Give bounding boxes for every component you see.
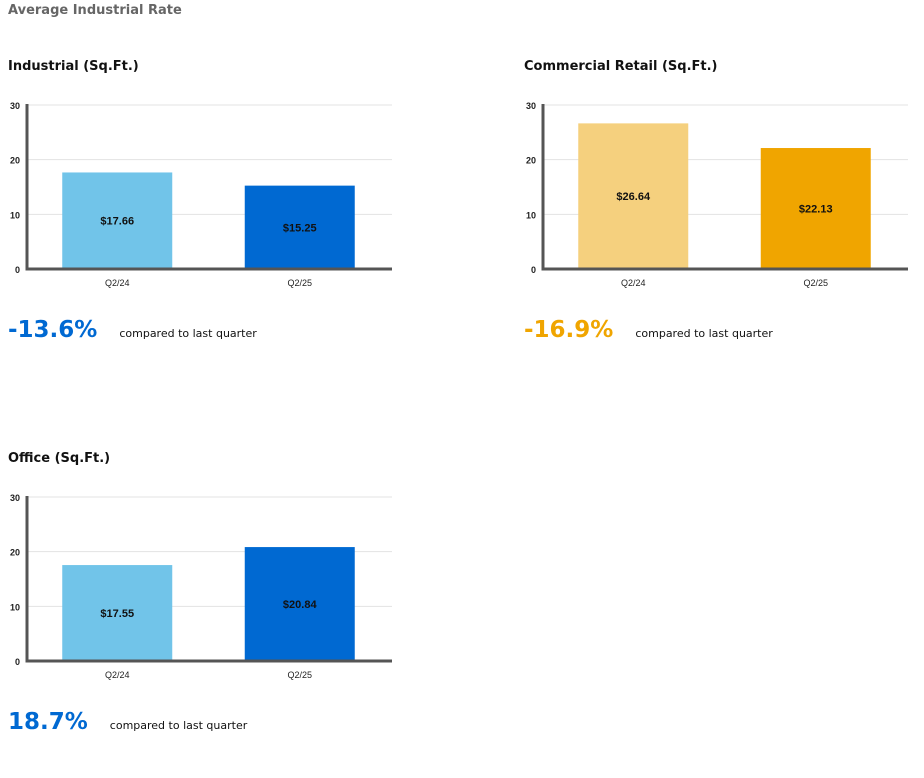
chart-title: Industrial (Sq.Ft.) — [8, 59, 139, 74]
change-summary: -13.6% compared to last quarter — [8, 317, 257, 343]
change-label: compared to last quarter — [119, 327, 257, 340]
x-tick-label: Q2/25 — [287, 278, 312, 288]
page-title: Average Industrial Rate — [8, 3, 182, 18]
data-label: $26.64 — [616, 191, 651, 203]
bar — [760, 148, 871, 269]
bar-chart: 0 10 20 30 $26.64 Q2/24 $22.13 Q2/25 — [526, 101, 908, 288]
y-tick-label: 20 — [10, 156, 20, 166]
change-label: compared to last quarter — [109, 719, 248, 732]
x-tick-label: Q2/25 — [287, 670, 312, 680]
y-tick-label: 0 — [15, 265, 20, 275]
bar-chart: 0 10 20 30 $17.66 Q2/24 $15.25 Q2/25 — [10, 101, 392, 288]
office-chart-panel: Office (Sq.Ft.) 0 10 20 30 $17.55 Q2/24 $20.84… — [0, 447, 400, 777]
y-tick-label: 10 — [10, 602, 20, 612]
y-tick-label: 0 — [15, 657, 20, 667]
change-summary: -16.9% compared to last quarter — [524, 317, 773, 343]
data-label: $15.25 — [283, 222, 317, 234]
y-tick-label: 20 — [526, 156, 536, 166]
y-tick-label: 30 — [10, 101, 20, 111]
y-tick-label: 0 — [531, 265, 536, 275]
change-value: -16.9% — [524, 317, 614, 343]
x-tick-label: Q2/24 — [105, 278, 130, 288]
y-tick-label: 20 — [10, 548, 20, 558]
change-label: compared to last quarter — [635, 327, 773, 340]
change-value: -13.6% — [8, 317, 98, 343]
y-tick-label: 10 — [526, 210, 536, 220]
bar — [62, 172, 173, 269]
data-label: $20.84 — [283, 599, 318, 611]
bar — [62, 565, 173, 661]
x-tick-label: Q2/25 — [803, 278, 828, 288]
y-tick-label: 30 — [526, 101, 536, 111]
commercial-retail-chart-panel: Commercial Retail (Sq.Ft.) 0 10 20 30 $26.64… — [516, 55, 916, 385]
x-tick-label: Q2/24 — [105, 670, 130, 680]
chart-title: Office (Sq.Ft.) — [8, 451, 111, 466]
data-label: $17.55 — [100, 608, 134, 620]
bar-chart: 0 10 20 30 $17.55 Q2/24 $20.84 Q2/25 — [10, 493, 392, 680]
bar — [578, 123, 689, 269]
y-tick-label: 30 — [10, 493, 20, 503]
change-value: 18.7% — [8, 709, 88, 735]
x-tick-label: Q2/24 — [621, 278, 646, 288]
data-label: $22.13 — [799, 204, 833, 216]
data-label: $17.66 — [100, 216, 134, 228]
chart-title: Commercial Retail (Sq.Ft.) — [524, 59, 718, 74]
bar — [244, 547, 355, 661]
y-tick-label: 10 — [10, 210, 20, 220]
industrial-chart-panel: Industrial (Sq.Ft.) 0 10 20 30 $17.66 Q2/24 $1… — [0, 55, 400, 385]
bar — [244, 185, 355, 269]
change-summary: 18.7% compared to last quarter — [8, 709, 247, 735]
